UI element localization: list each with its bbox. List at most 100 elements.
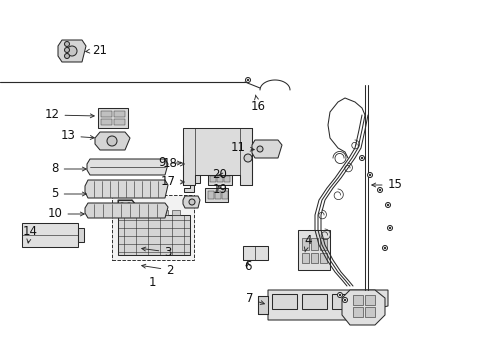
- Polygon shape: [22, 223, 78, 247]
- Circle shape: [244, 154, 251, 162]
- Circle shape: [359, 156, 364, 161]
- Circle shape: [64, 48, 69, 53]
- Text: 10: 10: [47, 207, 84, 220]
- Text: 20: 20: [212, 168, 227, 181]
- Circle shape: [388, 227, 390, 229]
- Circle shape: [246, 79, 249, 81]
- Bar: [209, 168, 216, 174]
- Text: 3: 3: [142, 246, 171, 258]
- Bar: [364, 307, 374, 317]
- Circle shape: [343, 299, 346, 301]
- Bar: [160, 210, 168, 215]
- Text: 12: 12: [44, 108, 94, 121]
- Circle shape: [377, 188, 382, 193]
- Text: 2: 2: [142, 264, 173, 276]
- Bar: [271, 294, 296, 309]
- Polygon shape: [297, 230, 329, 270]
- Circle shape: [64, 54, 69, 58]
- Text: 15: 15: [371, 179, 402, 192]
- Bar: [101, 119, 112, 125]
- Text: 19: 19: [212, 184, 227, 197]
- Text: 6: 6: [244, 261, 251, 274]
- Circle shape: [342, 297, 347, 302]
- Polygon shape: [85, 180, 168, 198]
- Polygon shape: [87, 159, 168, 175]
- Bar: [310, 238, 317, 250]
- Circle shape: [360, 157, 363, 159]
- Polygon shape: [58, 40, 86, 62]
- Circle shape: [382, 246, 386, 251]
- Text: 7: 7: [246, 292, 264, 306]
- Polygon shape: [183, 172, 200, 192]
- Bar: [224, 168, 229, 174]
- Polygon shape: [341, 290, 384, 325]
- Circle shape: [337, 292, 342, 297]
- Bar: [310, 253, 317, 263]
- Polygon shape: [98, 108, 128, 128]
- Text: 5: 5: [51, 188, 86, 201]
- Text: 21: 21: [85, 44, 107, 57]
- Circle shape: [383, 247, 386, 249]
- Text: 13: 13: [61, 130, 94, 143]
- Polygon shape: [118, 200, 136, 212]
- Polygon shape: [183, 128, 251, 185]
- Text: 17: 17: [160, 175, 184, 189]
- Bar: [112, 195, 194, 260]
- Circle shape: [245, 77, 250, 82]
- Bar: [124, 210, 132, 215]
- Circle shape: [189, 199, 195, 205]
- Polygon shape: [183, 196, 200, 208]
- Bar: [302, 253, 308, 263]
- Circle shape: [386, 204, 388, 206]
- Polygon shape: [243, 246, 267, 260]
- Bar: [207, 191, 214, 199]
- Circle shape: [367, 172, 372, 177]
- Bar: [101, 111, 112, 117]
- Bar: [352, 307, 362, 317]
- Polygon shape: [95, 132, 130, 150]
- Text: 16: 16: [250, 95, 265, 113]
- Bar: [331, 294, 353, 309]
- Text: 4: 4: [304, 234, 311, 252]
- Bar: [222, 191, 227, 199]
- Circle shape: [368, 174, 370, 176]
- Circle shape: [126, 203, 132, 209]
- Text: 9: 9: [158, 157, 181, 170]
- Polygon shape: [85, 203, 168, 218]
- Polygon shape: [118, 215, 190, 255]
- Polygon shape: [251, 140, 282, 158]
- Bar: [114, 111, 125, 117]
- Bar: [136, 210, 143, 215]
- Bar: [319, 253, 326, 263]
- Bar: [217, 168, 223, 174]
- Bar: [302, 294, 326, 309]
- Text: 1: 1: [148, 276, 156, 289]
- Polygon shape: [258, 296, 267, 314]
- Bar: [209, 176, 216, 182]
- Polygon shape: [267, 290, 387, 320]
- Polygon shape: [207, 165, 231, 185]
- Circle shape: [385, 202, 390, 207]
- Circle shape: [257, 146, 263, 152]
- Text: 11: 11: [230, 141, 254, 154]
- Text: 14: 14: [22, 225, 38, 243]
- Text: 18: 18: [162, 157, 184, 171]
- Circle shape: [107, 136, 117, 146]
- Text: 8: 8: [51, 162, 86, 175]
- Bar: [352, 295, 362, 305]
- Circle shape: [378, 189, 381, 191]
- Bar: [217, 176, 223, 182]
- Circle shape: [338, 294, 341, 296]
- Bar: [114, 119, 125, 125]
- Polygon shape: [204, 188, 227, 202]
- Bar: [302, 238, 308, 250]
- Bar: [364, 295, 374, 305]
- Bar: [148, 210, 156, 215]
- Bar: [224, 176, 229, 182]
- Bar: [172, 210, 180, 215]
- Circle shape: [67, 46, 77, 56]
- Bar: [215, 191, 221, 199]
- Circle shape: [64, 41, 69, 46]
- Polygon shape: [78, 228, 84, 242]
- Circle shape: [386, 225, 392, 230]
